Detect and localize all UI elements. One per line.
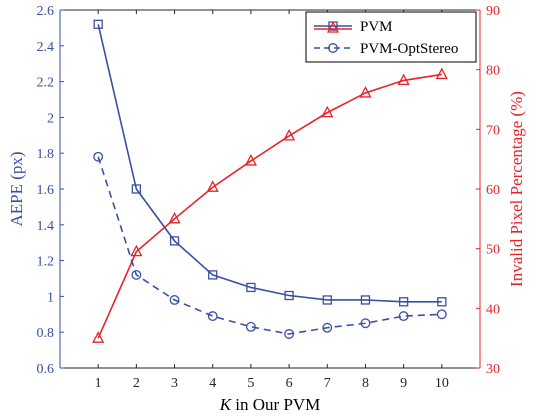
series-0-point [169,236,180,246]
x-tick-label: 9 [400,376,407,391]
series-0-point [208,270,218,280]
legend-box [305,11,477,63]
series-2 [93,151,447,339]
x-tick-label: 3 [171,376,178,391]
legend-marker [328,43,338,53]
series-1-point [168,211,181,224]
series-1 [92,67,448,343]
series-1-point [397,73,410,86]
series-line-2 [97,156,442,335]
left-y-tick-label: 1.2 [37,255,55,270]
x-tick-label: 7 [324,376,331,391]
series-2-point [207,311,218,322]
series-2-point [93,151,104,162]
right-y-tick-label: 50 [486,243,500,258]
left-axis-label: AEPE (px) [7,151,26,226]
series-0-point [284,290,294,301]
series-0-point [437,297,447,307]
series-1-point [321,105,334,118]
left-y-tick-label: 1.4 [37,219,55,234]
left-y-tick-label: 1.8 [37,147,55,162]
left-y-tick-label: 2.4 [37,40,55,55]
x-tick-label: 2 [133,376,140,391]
right-y-tick-label: 40 [486,302,500,317]
x-tick-label: 6 [286,376,293,391]
left-y-tick-label: 2.6 [37,4,55,19]
series-2-point [398,311,409,322]
right-y-tick-label: 70 [486,123,500,138]
left-y-tick-label: 1.6 [37,183,55,198]
series-2-point [436,309,447,320]
series-line-0 [97,24,442,303]
series-1-point [359,86,372,98]
x-axis-label: K in Our PVM [219,395,321,414]
series-1-point [206,180,219,192]
series-0-point [93,19,103,29]
series-0-point [398,297,409,307]
series-0-point [131,184,142,194]
legend-marker-red [326,21,340,33]
right-y-tick-label: 60 [486,183,500,198]
series-1-point [92,331,105,343]
legend-label: PVM-OptStereo [360,41,458,57]
legend: PVM PVM-OptStereo [305,11,477,63]
left-y-tick-label: 2.2 [37,76,55,91]
series-0-point [360,295,371,305]
right-axis-label: Invalid Pixel Percentage (%) [507,91,526,287]
right-y-tick-label: 90 [486,4,500,19]
left-y-tick-label: 1 [47,290,54,305]
axes: 1 2 3 4 5 6 7 8 9 10 0.6 0.8 1 1.2 1.4 1.6 1.8 2 2.2 2.4 2.6… [37,4,501,391]
right-y-tick-label: 30 [486,362,500,377]
x-tick-label: 1 [95,376,102,391]
series-1-point [283,129,296,141]
series-layer [92,19,448,343]
x-tick-label: 10 [435,376,449,391]
x-tick-label: 8 [362,376,369,391]
left-y-tick-label: 0.6 [37,362,55,377]
left-y-tick-label: 2 [47,111,54,126]
series-2-point [360,318,371,329]
legend-label: PVM [360,19,393,35]
x-axis-label-rest: in Our PVM [231,395,320,414]
plot-area [60,10,480,368]
series-2-point [169,295,180,305]
series-2-point [131,269,142,280]
series-line-1 [97,73,442,339]
series-0-point [246,282,256,293]
x-axis-label-italic: K [219,395,233,414]
series-1-point [435,67,448,80]
series-2-point [322,322,333,333]
legend-items: PVM PVM-OptStereo [314,19,458,57]
x-tick-label: 4 [209,376,216,391]
series-0 [93,19,447,307]
x-tick-label: 5 [247,376,254,391]
right-y-tick-label: 80 [486,64,500,79]
series-1-point [130,244,143,257]
series-2-point [245,321,256,332]
series-1-point [244,154,257,166]
series-2-point [284,329,295,339]
series-0-point [322,295,332,305]
left-y-tick-label: 0.8 [37,326,55,341]
